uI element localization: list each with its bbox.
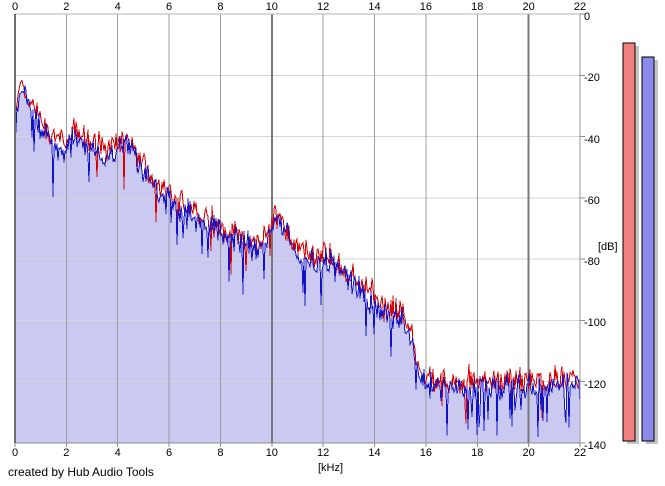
plot-border xyxy=(14,13,581,444)
level-meter-red xyxy=(622,42,636,442)
y-tick-label: -60 xyxy=(584,194,600,207)
y-tick-label: -100 xyxy=(584,317,607,330)
spectrum-area-fill xyxy=(15,85,580,443)
x-tick-top-label: 14 xyxy=(368,1,381,13)
x-tick-bottom-label: 8 xyxy=(217,447,224,459)
x-tick-top-label: 4 xyxy=(114,1,121,13)
x-tick-top-label: 8 xyxy=(217,1,224,13)
level-meter-blue xyxy=(641,56,655,442)
grid-horizontal xyxy=(15,74,580,383)
y-tick-label: -80 xyxy=(584,256,600,269)
x-axis-unit-label: [kHz] xyxy=(318,462,344,474)
spectrum-trace-blue xyxy=(14,85,581,437)
tick-stubs xyxy=(14,13,585,447)
credit-text: created by Hub Audio Tools xyxy=(8,465,154,479)
x-tick-bottom-label: 14 xyxy=(368,447,381,459)
y-tick-label: -40 xyxy=(584,133,600,146)
x-tick-top-label: 10 xyxy=(265,1,278,13)
x-tick-bottom-label: 2 xyxy=(63,447,70,459)
x-tick-bottom-label: 10 xyxy=(265,447,278,459)
y-tick-label: -20 xyxy=(584,72,600,85)
spectrum-trace-red xyxy=(14,79,581,424)
x-tick-top-label: 2 xyxy=(63,1,70,13)
x-tick-top-label: 18 xyxy=(471,1,484,13)
x-tick-top-label: 6 xyxy=(166,1,173,13)
level-meters xyxy=(622,42,658,445)
grid-vertical xyxy=(65,14,530,443)
y-axis-unit-label: [dB] xyxy=(598,241,618,253)
x-tick-top-label: 22 xyxy=(573,1,587,13)
x-tick-bottom-label: 6 xyxy=(166,447,173,459)
y-tick-label: 0 xyxy=(584,11,591,23)
x-tick-bottom-label: 12 xyxy=(317,447,330,459)
x-tick-bottom-label: 0 xyxy=(11,447,19,459)
x-tick-bottom-label: 16 xyxy=(419,447,433,459)
y-tick-label: -140 xyxy=(584,440,607,452)
x-tick-bottom-label: 18 xyxy=(471,447,484,459)
x-tick-top-label: 20 xyxy=(522,1,535,13)
y-tick-label: -120 xyxy=(584,378,607,391)
x-tick-bottom-label: 4 xyxy=(114,447,121,459)
x-tick-top-label: 12 xyxy=(317,1,330,13)
x-tick-bottom-label: 22 xyxy=(573,447,587,459)
x-tick-top-label: 16 xyxy=(419,1,433,13)
x-tick-bottom-label: 20 xyxy=(522,447,535,459)
x-tick-top-label: 0 xyxy=(11,1,19,13)
